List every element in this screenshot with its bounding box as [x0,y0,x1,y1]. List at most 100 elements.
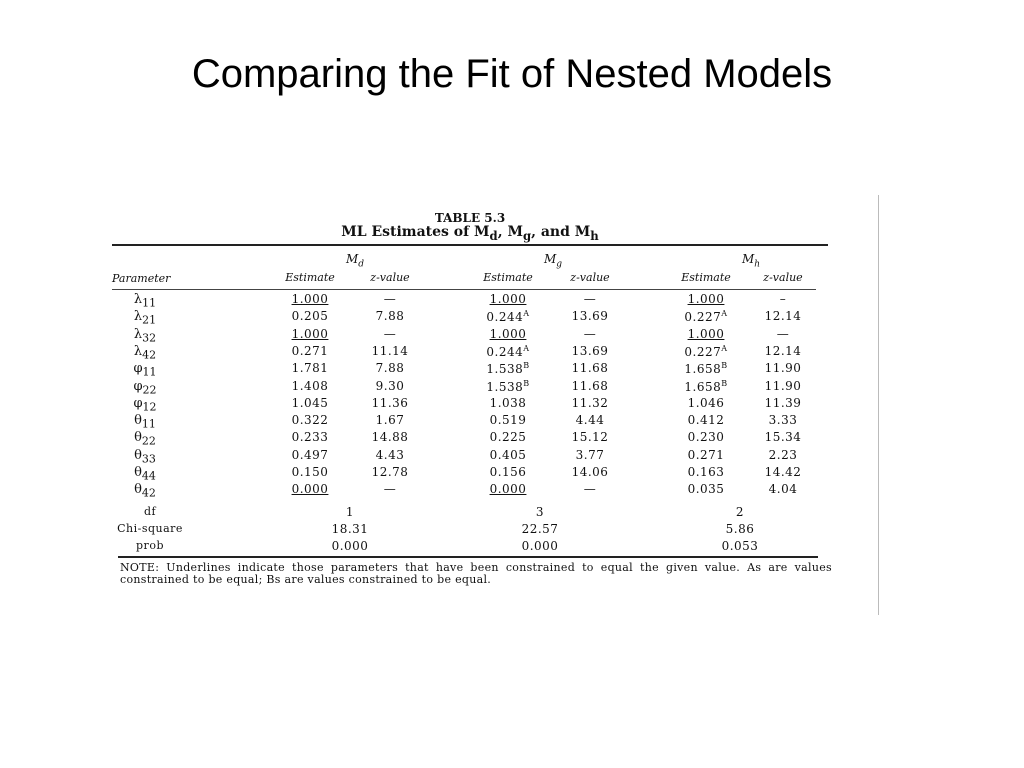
estimate-cell: 0.271 [687,447,725,462]
estimate-cell: 0.244A [486,309,530,325]
parameter-label: φ12 [133,395,157,414]
z-value-cell: 9.30 [375,378,405,393]
z-value-cell: 13.69 [571,343,609,358]
estimate-cell: 0.405 [489,447,527,462]
z-value-cell: 12.78 [371,465,409,479]
estimate-cell: 1.038 [489,395,527,410]
fit-value: 0.000 [331,539,369,553]
estimate-cell: 1.000 [489,292,527,306]
bottom-rule [118,556,818,558]
estimate-cell: 0.000 [489,482,527,497]
estimate-cell: 0.244A [486,343,530,359]
estimate-header: Estimate [285,271,335,284]
z-value-cell: 7.88 [375,361,405,376]
z-value-cell: 11.90 [764,378,802,393]
z-value-cell: 4.44 [575,413,605,428]
estimate-cell: 0.497 [291,447,329,462]
table-caption: ML Estimates of Md, Mg, and Mh [341,224,599,243]
parameter-header: Parameter [112,272,171,285]
z-value-cell: 3.33 [768,413,798,428]
estimate-header: Estimate [681,271,731,284]
estimate-header: Estimate [483,271,533,284]
estimate-cell: 1.000 [687,326,725,341]
fit-value: 2 [735,505,745,519]
parameter-label: λ11 [133,292,157,310]
z-value-cell: — [776,326,790,341]
parameter-label: λ32 [133,326,157,345]
parameter-label: θ11 [134,413,156,431]
model-header: Md [345,252,365,270]
estimate-cell: 0.163 [687,465,725,479]
estimate-cell: 1.658B [684,378,728,394]
z-value-cell: 1.67 [375,413,405,428]
parameter-label: θ33 [134,447,156,466]
fit-value: 3 [535,505,545,519]
z-value-cell: 11.68 [571,361,609,376]
parameter-label: θ22 [134,430,156,448]
z-value-cell: — [583,292,597,306]
estimate-cell: 0.519 [489,413,527,428]
fit-value: 18.31 [331,522,369,536]
estimate-cell: 1.000 [687,292,725,306]
z-value-cell: 12.14 [764,343,802,358]
z-value-header: z-value [763,271,803,284]
z-value-cell: 11.68 [571,378,609,393]
table-note: NOTE: Underlines indicate those paramete… [120,561,832,586]
estimate-cell: 0.233 [291,430,329,445]
estimate-cell: 0.225 [489,430,527,445]
z-value-cell: 11.90 [764,361,802,376]
estimate-cell: 1.045 [291,395,329,410]
z-value-cell: 7.88 [375,309,405,324]
table-number: TABLE 5.3 [434,211,506,225]
parameter-label: λ42 [133,343,157,362]
z-value-cell: 13.69 [571,309,609,324]
estimate-cell: 0.156 [489,465,527,479]
z-value-cell: 3.77 [575,447,605,462]
fit-value: 0.053 [721,539,759,553]
z-value-header: z-value [570,271,610,284]
z-value-cell: 11.36 [371,395,409,410]
z-value-header: z-value [370,271,410,284]
slide-title: Comparing the Fit of Nested Models [191,52,833,96]
header-rule [112,289,816,290]
z-value-cell: 14.88 [371,430,409,445]
z-value-cell: 14.06 [571,465,609,479]
fit-value: 22.57 [521,522,559,536]
z-value-cell: 14.42 [764,465,802,479]
fit-label: Chi-square [117,522,183,535]
estimate-cell: 1.046 [687,395,725,410]
z-value-cell: — [383,292,397,306]
estimate-cell: 1.781 [291,361,329,376]
z-value-cell: 11.14 [371,343,409,358]
estimate-cell: 0.230 [687,430,725,445]
z-value-cell: – [779,292,787,306]
estimate-cell: 0.150 [291,465,329,479]
divider-line [878,195,879,615]
parameter-label: λ21 [133,309,157,327]
estimate-cell: 1.538B [486,378,530,394]
z-value-cell: 15.34 [764,430,802,445]
estimate-cell: 1.408 [291,378,329,393]
model-header: Mg [543,252,563,270]
estimate-cell: 0.271 [291,343,329,358]
z-value-cell: 4.04 [768,482,798,497]
z-value-cell: — [383,326,397,341]
z-value-cell: 12.14 [764,309,802,324]
z-value-cell: 15.12 [571,430,609,445]
estimate-cell: 0.322 [291,413,329,428]
estimate-cell: 0.035 [687,482,725,497]
z-value-cell: — [583,482,597,497]
estimate-cell: 0.227A [684,343,728,359]
z-value-cell: 11.32 [571,395,609,410]
parameter-label: φ11 [133,361,157,379]
z-value-cell: 4.43 [375,447,405,462]
model-header: Mh [741,252,761,270]
estimate-cell: 1.000 [291,292,329,306]
fit-label: prob [136,539,164,552]
z-value-cell: 11.39 [764,395,802,410]
fit-value: 0.000 [521,539,559,553]
parameter-label: θ44 [134,465,156,483]
estimate-cell: 0.205 [291,309,329,324]
estimate-cell: 0.227A [684,309,728,325]
parameter-label: θ42 [134,482,156,500]
